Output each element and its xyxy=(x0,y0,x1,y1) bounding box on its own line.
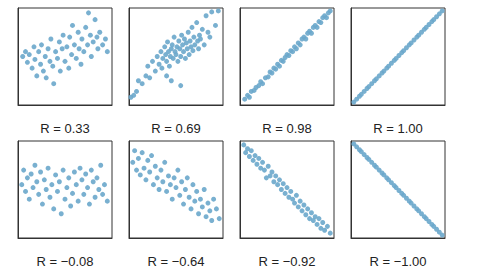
svg-text:R = 1.00: R = 1.00 xyxy=(373,121,423,136)
svg-text:R = 0.33: R = 0.33 xyxy=(40,121,90,136)
svg-text:R = −1.00: R = −1.00 xyxy=(369,254,426,269)
svg-text:R = 0.69: R = 0.69 xyxy=(151,121,201,136)
svg-text:R = −0.64: R = −0.64 xyxy=(147,254,204,269)
svg-text:R = −0.92: R = −0.92 xyxy=(258,254,315,269)
svg-text:R = −0.08: R = −0.08 xyxy=(36,254,93,269)
svg-text:R = 0.98: R = 0.98 xyxy=(262,121,312,136)
